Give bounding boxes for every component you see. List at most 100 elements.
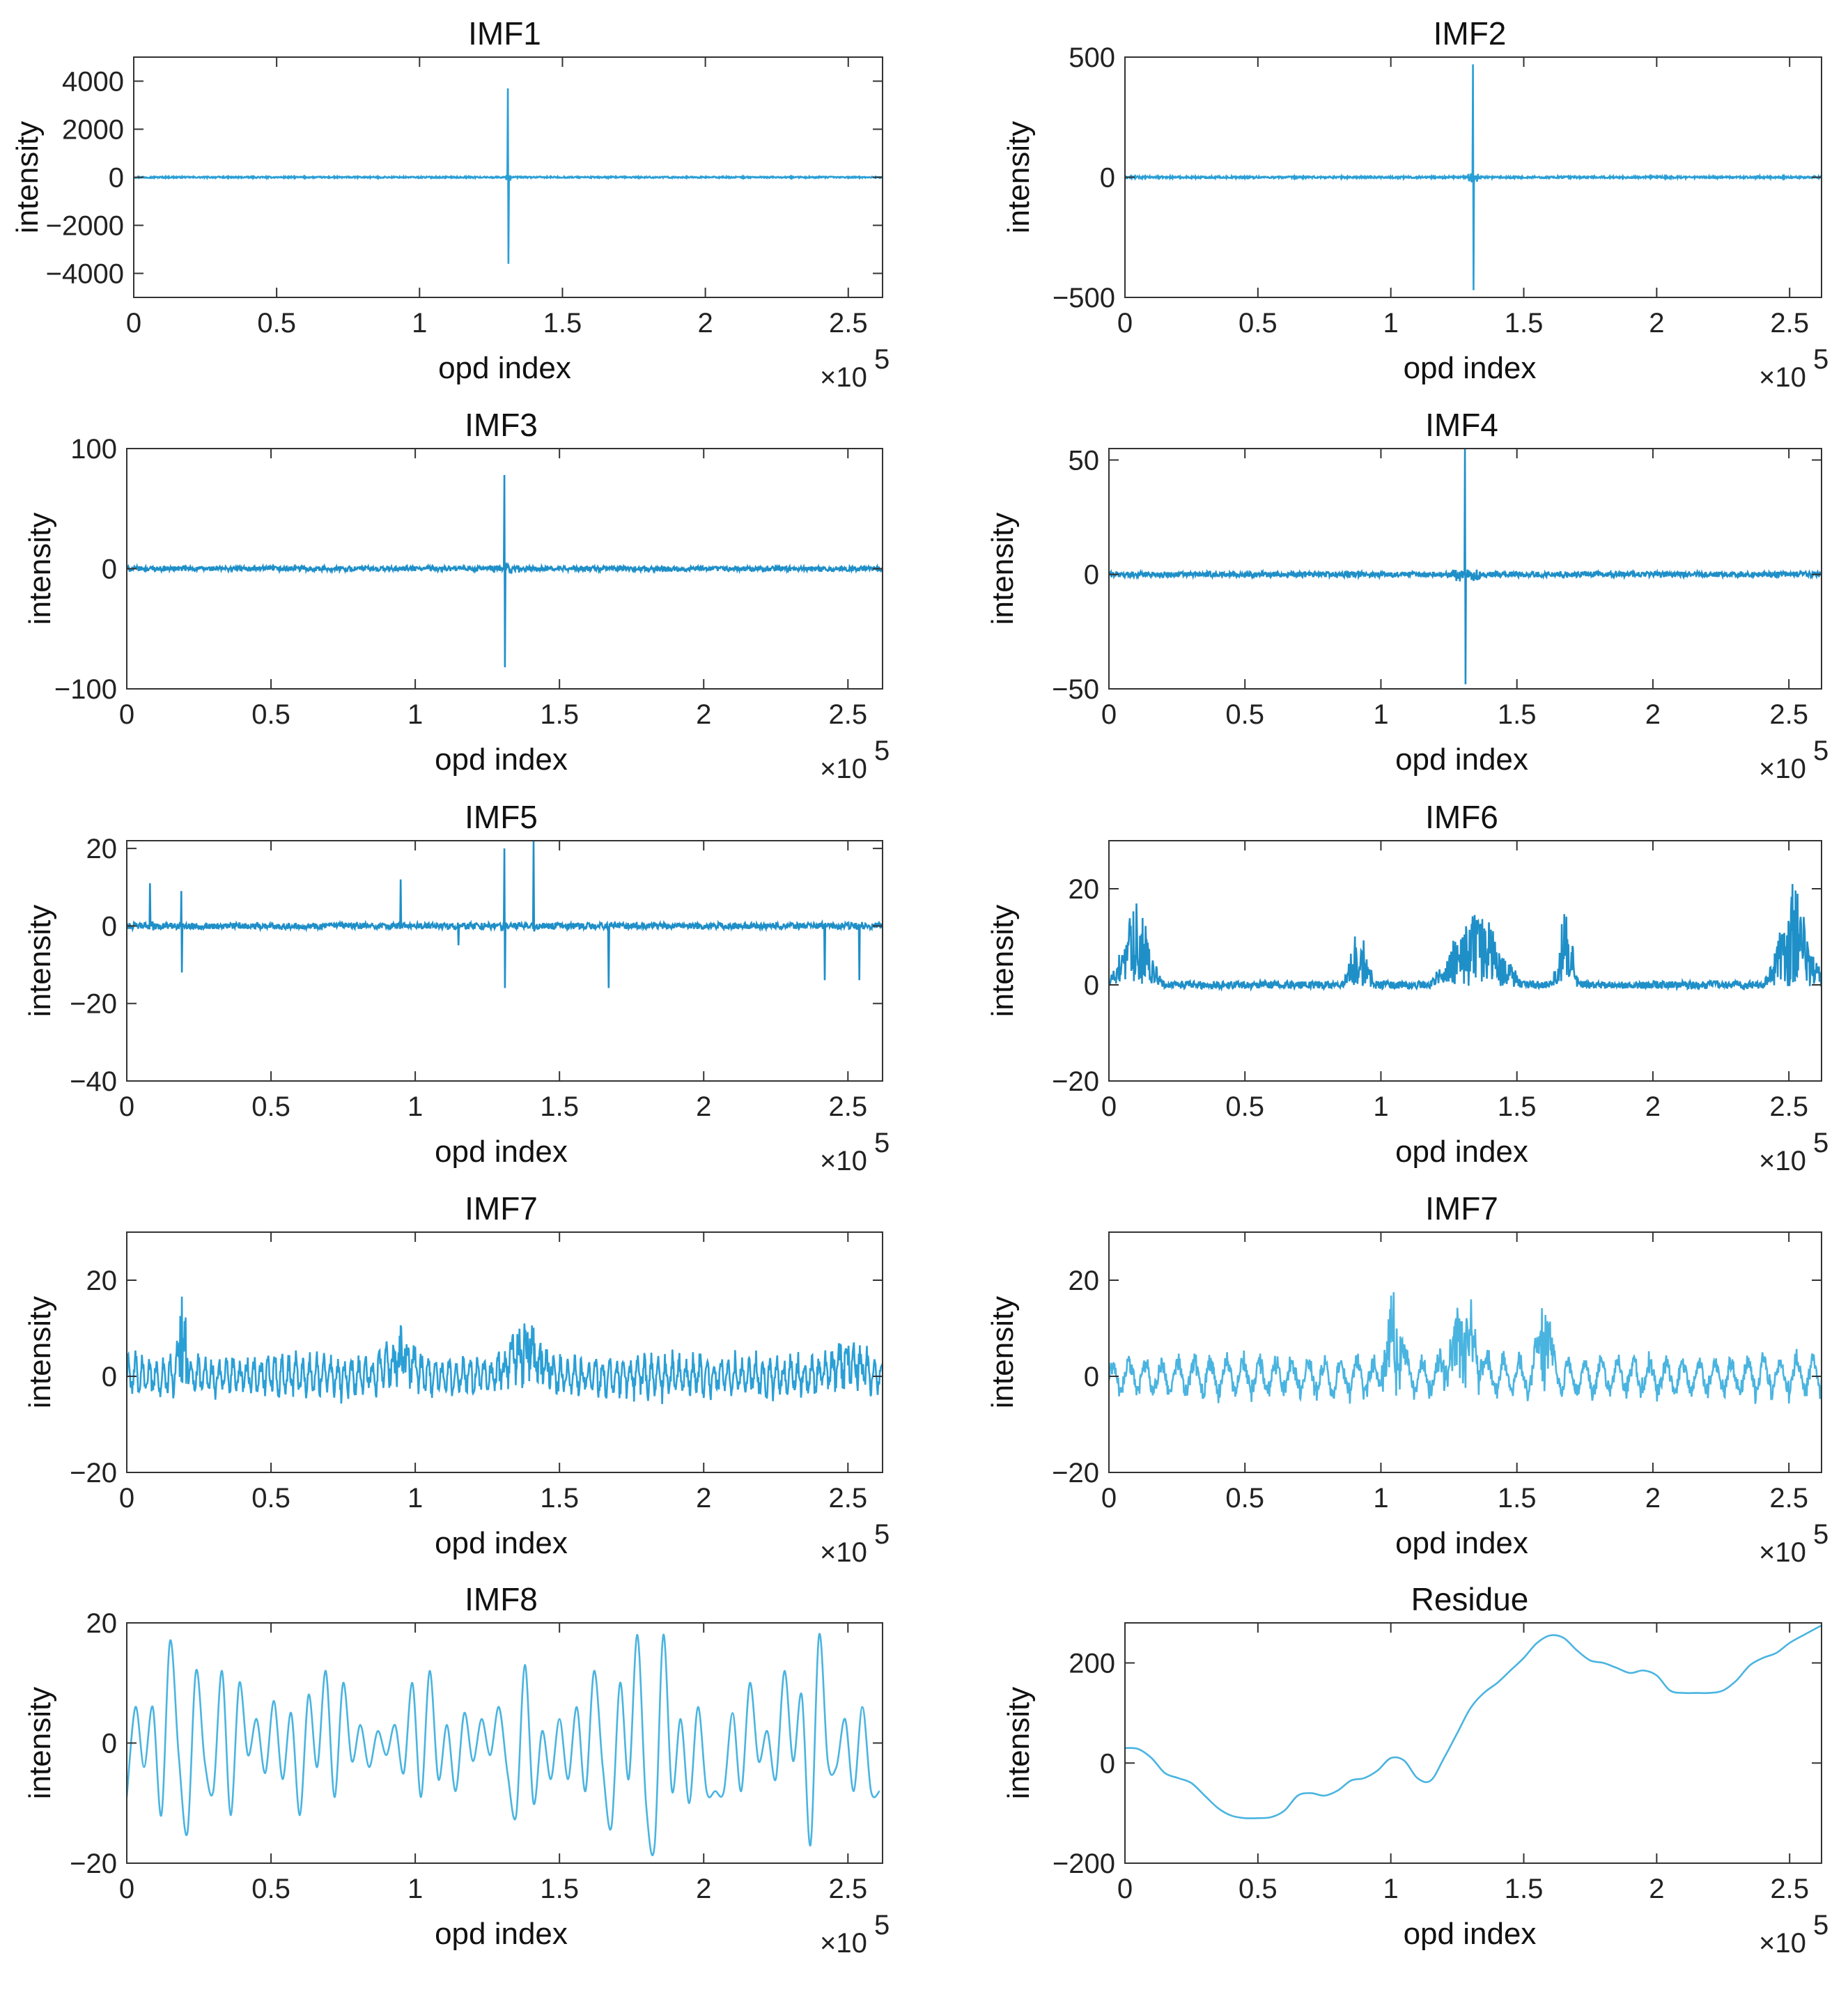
x-tick-label: 1 — [1373, 699, 1388, 730]
x-axis-label: opd index — [438, 351, 571, 385]
y-tick-label: 20 — [86, 1266, 118, 1296]
y-tick-label: −4000 — [46, 259, 124, 290]
y-tick-label: 20 — [1069, 874, 1100, 905]
y-tick-label: 100 — [70, 434, 117, 465]
y-tick-label: −2000 — [46, 211, 124, 242]
x-multiplier: ×10 — [1759, 1537, 1806, 1568]
chart-title: IMF7 — [1425, 1190, 1498, 1227]
x-multiplier: ×10 — [1759, 362, 1806, 393]
x-tick-label: 0 — [1101, 1483, 1117, 1514]
y-tick-label: 0 — [1084, 1362, 1099, 1392]
x-multiplier: ×10 — [820, 1146, 867, 1176]
y-tick-label: 20 — [86, 1608, 118, 1639]
x-multiplier: ×10 — [820, 1537, 867, 1568]
y-axis-label: intensity — [10, 121, 45, 233]
series-line — [127, 1633, 881, 1857]
y-tick-label: 20 — [86, 834, 118, 864]
x-tick-label: 1.5 — [1505, 1874, 1544, 1904]
x-multiplier-exponent: 5 — [874, 344, 890, 375]
x-tick-label: 1.5 — [540, 1091, 579, 1122]
x-tick-label: 0.5 — [257, 308, 296, 339]
chart-title: IMF2 — [1434, 15, 1507, 52]
y-tick-label: −20 — [1052, 1066, 1099, 1097]
chart-panel-5: 0 0.5 1 1.5 2 2.5 −40 −20 0 20 IMF5 opd index intens… — [23, 799, 890, 1176]
x-tick-label: 2.5 — [829, 699, 868, 730]
x-axis-label: opd index — [435, 742, 568, 777]
x-tick-label: 2.5 — [1770, 1874, 1809, 1904]
x-multiplier-exponent: 5 — [1813, 1910, 1828, 1940]
x-multiplier: ×10 — [820, 362, 867, 393]
y-tick-label: 0 — [102, 1729, 117, 1759]
x-axis-label: opd index — [1395, 742, 1528, 777]
series-line — [1125, 64, 1822, 290]
x-tick-label: 1 — [1373, 1091, 1388, 1122]
x-tick-label: 1 — [1373, 1483, 1388, 1514]
x-multiplier: ×10 — [820, 1928, 867, 1959]
y-tick-label: 2000 — [62, 115, 124, 146]
y-tick-label: −500 — [1053, 283, 1115, 313]
chart-title: IMF5 — [465, 799, 538, 835]
x-tick-label: 2 — [1649, 308, 1664, 339]
y-tick-label: 50 — [1069, 445, 1100, 476]
y-tick-label: 0 — [109, 163, 124, 194]
x-tick-label: 2 — [696, 699, 711, 730]
y-axis-label: intensity — [1002, 121, 1036, 233]
series-line — [1109, 1292, 1822, 1404]
series-line — [127, 474, 883, 668]
x-tick-label: 2 — [1645, 1483, 1661, 1514]
x-axis-label: opd index — [1395, 1135, 1528, 1169]
chart-title: IMF3 — [465, 407, 538, 443]
x-multiplier-exponent: 5 — [1813, 1128, 1828, 1158]
x-tick-label: 1.5 — [1498, 699, 1537, 730]
x-tick-label: 1.5 — [1505, 308, 1544, 339]
x-tick-label: 2 — [696, 1091, 711, 1122]
x-tick-label: 0 — [1101, 1091, 1117, 1122]
x-tick-label: 2.5 — [829, 1874, 868, 1904]
chart-title: Residue — [1411, 1581, 1529, 1617]
chart-title: IMF1 — [468, 15, 541, 52]
y-axis-label: intensity — [23, 1296, 57, 1408]
x-tick-label: 0.5 — [251, 1483, 290, 1514]
series-line — [127, 1296, 883, 1404]
chart-title: IMF6 — [1425, 799, 1498, 835]
x-tick-label: 0 — [119, 699, 134, 730]
x-multiplier: ×10 — [1759, 1928, 1806, 1959]
x-tick-label: 1 — [1383, 308, 1399, 339]
x-tick-label: 2 — [697, 308, 713, 339]
x-tick-label: 2 — [696, 1874, 711, 1904]
x-tick-label: 0 — [119, 1874, 134, 1904]
axes-box — [1108, 840, 1822, 1082]
x-tick-label: 2.5 — [829, 1483, 868, 1514]
x-multiplier: ×10 — [820, 754, 867, 784]
series-line — [134, 88, 883, 264]
x-tick-label: 0.5 — [251, 1874, 290, 1904]
y-tick-label: 0 — [102, 1362, 117, 1392]
series-line — [1109, 884, 1822, 992]
chart-title: IMF8 — [465, 1581, 538, 1617]
y-axis-label: intensity — [986, 513, 1020, 625]
x-tick-label: 2 — [1645, 1091, 1661, 1122]
x-tick-label: 0 — [1117, 1874, 1133, 1904]
x-tick-label: 1.5 — [540, 1483, 579, 1514]
axes-box — [126, 1231, 883, 1473]
axes-box — [1124, 1622, 1822, 1864]
y-tick-label: 200 — [1069, 1649, 1115, 1679]
y-axis-label: intensity — [986, 905, 1020, 1017]
x-axis-label: opd index — [1404, 1917, 1537, 1951]
x-tick-label: 2.5 — [1769, 1091, 1808, 1122]
x-tick-label: 2 — [1645, 699, 1661, 730]
y-axis-label: intensity — [986, 1296, 1020, 1408]
x-multiplier: ×10 — [1759, 1146, 1806, 1176]
x-tick-label: 1 — [412, 308, 427, 339]
x-multiplier-exponent: 5 — [1813, 736, 1828, 766]
y-tick-label: −20 — [1052, 1458, 1099, 1488]
x-tick-label: 2.5 — [1770, 308, 1809, 339]
x-tick-label: 1 — [407, 1483, 423, 1514]
x-multiplier-exponent: 5 — [874, 1519, 890, 1550]
